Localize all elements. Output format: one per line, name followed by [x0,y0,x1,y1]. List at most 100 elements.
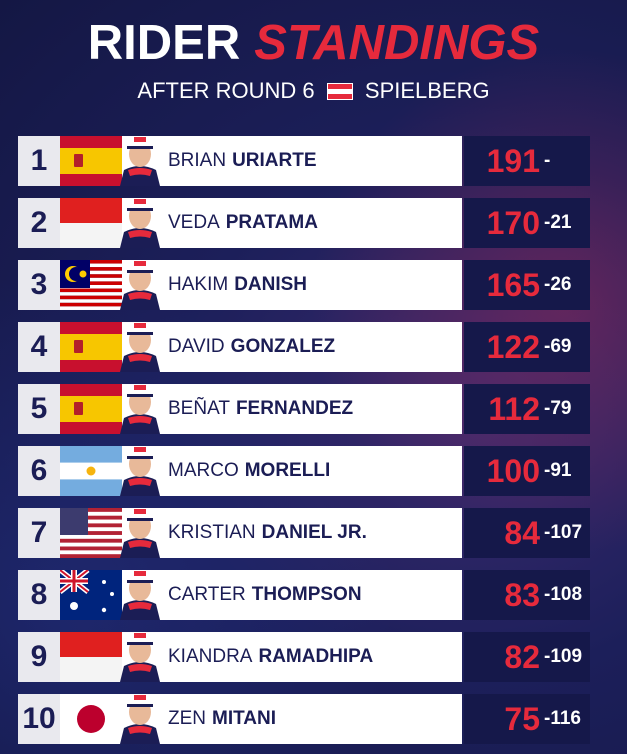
position-number: 4 [18,322,60,372]
points-box: 165 -26 [464,260,590,310]
points-box: 112 -79 [464,384,590,434]
points-box: 84 -107 [464,508,590,558]
rider-avatar-icon [118,126,162,186]
rider-points: 122 [486,328,540,365]
rider-points: 112 [488,390,540,427]
rider-avatar-icon [118,374,162,434]
rider-last-name: GONZALEZ [230,336,336,357]
standing-row: 3 HAKIM DANISH 165 -26 [18,260,590,310]
rider-avatar-icon [118,684,162,744]
points-box: 122 -69 [464,322,590,372]
rider-points: 82 [504,638,540,675]
rider-first-name: BRIAN [168,150,227,171]
rider-avatar-icon [118,560,162,620]
rider-first-name: ZEN [168,708,206,729]
points-gap: -108 [544,584,583,605]
japan-flag-icon [60,694,122,744]
rider-name: KRISTIAN DANIEL JR. [122,508,462,558]
rider-name: CARTER THOMPSON [122,570,462,620]
rider-first-name: HAKIM [168,274,229,295]
rider-name: KIANDRA RAMADHIPA [122,632,462,682]
rider-last-name: URIARTE [232,150,317,171]
position-number: 9 [18,632,60,682]
points-gap: -116 [544,708,581,729]
standing-row: 5 BEÑAT FERNANDEZ 112 -79 [18,384,590,434]
argentina-flag-icon [60,446,122,496]
page-title: RIDER STANDINGS [0,14,627,72]
rider-points: 170 [486,204,540,241]
subtitle-venue: SPIELBERG [364,78,490,103]
standing-row: 7 KRISTIAN DANIEL JR. 84 -107 [18,508,590,558]
rider-points: 83 [504,576,540,613]
austria-flag-icon [326,83,353,100]
points-gap: -26 [544,274,572,295]
usa-flag-icon [60,508,122,558]
position-number: 7 [18,508,60,558]
malaysia-flag-icon [60,260,122,310]
rider-first-name: VEDA [168,212,220,233]
rider-name: VEDA PRATAMA [122,198,462,248]
position-number: 2 [18,198,60,248]
standing-row: 10 ZEN MITANI 75 -116 [18,694,590,744]
points-gap: -21 [544,212,572,233]
rider-name: ZEN MITANI [122,694,462,744]
rider-points: 165 [486,266,540,303]
points-box: 75 -116 [464,694,590,744]
standing-row: 8 CARTER THOMPSON 83 -108 [18,570,590,620]
points-box: 100 -91 [464,446,590,496]
points-gap: -109 [544,646,583,667]
rider-last-name: MORELLI [244,460,331,481]
rider-points: 191 [486,142,540,179]
rider-name: BRIAN URIARTE [122,136,462,186]
rider-name: MARCO MORELLI [122,446,462,496]
rider-last-name: DANISH [234,274,308,295]
standing-row: 2 VEDA PRATAMA 170 -21 [18,198,590,248]
spain-flag-icon [60,384,122,434]
position-number: 10 [18,694,60,744]
rider-first-name: DAVID [168,336,225,357]
points-box: 170 -21 [464,198,590,248]
rider-first-name: MARCO [168,460,239,481]
rider-first-name: KRISTIAN [168,522,256,543]
rider-points: 84 [504,514,540,551]
position-number: 8 [18,570,60,620]
position-number: 6 [18,446,60,496]
title-standings: STANDINGS [254,16,540,70]
points-gap: -69 [544,336,572,357]
points-box: 83 -108 [464,570,590,620]
indonesia-flag-icon [60,198,122,248]
rider-first-name: KIANDRA [168,646,253,667]
rider-avatar-icon [118,622,162,682]
rider-last-name: RAMADHIPA [258,646,374,667]
standing-row: 6 MARCO MORELLI 100 -91 [18,446,590,496]
standings-list: 1 BRIAN URIARTE 191-2 VEDA PRATAMA 170 -21 3 HAKI… [18,136,590,754]
rider-name: HAKIM DANISH [122,260,462,310]
rider-avatar-icon [118,498,162,558]
header: RIDER STANDINGS AFTER ROUND 6 SPIELBERG [0,14,627,106]
rider-avatar-icon [118,250,162,310]
rider-first-name: BEÑAT [168,398,230,419]
rider-name: DAVID GONZALEZ [122,322,462,372]
indonesia-flag-icon [60,632,122,682]
position-number: 1 [18,136,60,186]
rider-points: 75 [504,700,540,737]
rider-avatar-icon [118,436,162,496]
rider-avatar-icon [118,312,162,372]
australia-flag-icon [60,570,122,620]
rider-last-name: PRATAMA [225,212,318,233]
standing-row: 4 DAVID GONZALEZ 122 -69 [18,322,590,372]
rider-last-name: THOMPSON [251,584,362,605]
standing-row: 9 KIANDRA RAMADHIPA 82 -109 [18,632,590,682]
title-rider: RIDER [87,16,241,70]
position-number: 5 [18,384,60,434]
rider-name: BEÑAT FERNANDEZ [122,384,462,434]
rider-points: 100 [486,452,540,489]
spain-flag-icon [60,322,122,372]
rider-last-name: FERNANDEZ [235,398,354,419]
points-gap: -91 [544,460,572,481]
rider-first-name: CARTER [168,584,246,605]
position-number: 3 [18,260,60,310]
rider-last-name: MITANI [212,708,277,729]
standing-row: 1 BRIAN URIARTE 191- [18,136,590,186]
rider-last-name: DANIEL JR. [261,522,367,543]
